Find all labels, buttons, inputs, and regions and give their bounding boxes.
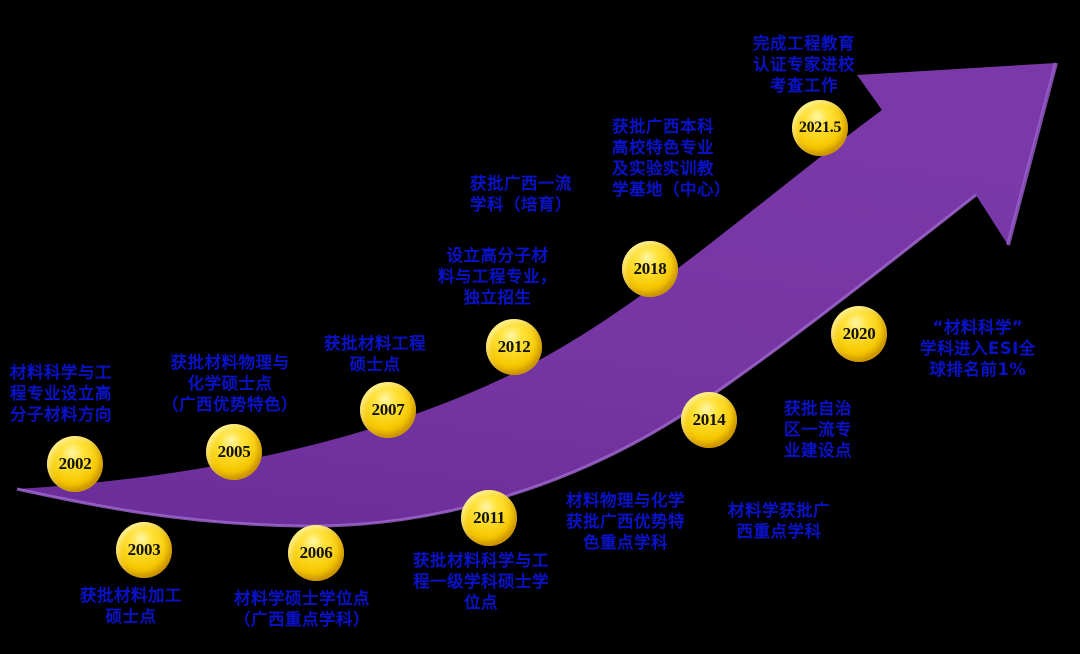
milestone-label-2003: 获批材料加工 硕士点 [80, 586, 182, 626]
year-badge-2005: 2005 [206, 424, 262, 480]
milestone-label-2018: 获批广西一流 学科（培育） [470, 174, 572, 214]
year-text: 2007 [371, 400, 405, 419]
year-text: 2018 [633, 259, 667, 278]
extra-label-guangxi-featured-major: 获批广西本科 高校特色专业 及实验实训教 学基地（中心） [612, 117, 731, 199]
year-badge-2011: 2011 [461, 490, 517, 546]
year-badge-2020: 2020 [831, 306, 887, 362]
year-badge-2007: 2007 [360, 382, 416, 438]
extra-label-materials-physics-chemistry: 材料物理与化学 获批广西优势特 色重点学科 [566, 491, 685, 552]
year-text: 2006 [299, 543, 333, 562]
milestone-label-2006: 材料学硕士学位点 （广西重点学科） [234, 589, 370, 629]
milestone-label-2012: 设立高分子材 料与工程专业， 独立招生 [438, 246, 557, 307]
year-text: 2003 [127, 540, 161, 559]
milestone-label-2014: 获批自治 区一流专 业建设点 [784, 399, 852, 460]
extra-label-materials-science-key-discipline: 材料学获批广 西重点学科 [728, 501, 830, 541]
year-badge-2014: 2014 [681, 392, 737, 448]
year-badge-2018: 2018 [622, 241, 678, 297]
year-text: 2014 [692, 410, 726, 429]
milestone-label-2020: “材料科学” 学科进入ESI全 球排名前1% [920, 318, 1036, 379]
year-badge-2002: 2002 [47, 436, 103, 492]
milestone-label-2002: 材料科学与工 程专业设立高 分子材料方向 [10, 363, 112, 424]
year-text: 2020 [842, 324, 876, 343]
year-badge-2021-5: 2021.5 [792, 100, 848, 156]
year-badge-2006: 2006 [288, 525, 344, 581]
milestone-label-2007: 获批材料工程 硕士点 [324, 334, 426, 374]
year-badge-2003: 2003 [116, 522, 172, 578]
year-text: 2021.5 [798, 119, 842, 136]
milestone-label-2005: 获批材料物理与 化学硕士点 （广西优势特色） [162, 353, 298, 414]
milestone-label-2021-5: 完成工程教育 认证专家进校 考查工作 [753, 34, 855, 95]
year-badge-2012: 2012 [486, 319, 542, 375]
year-text: 2005 [217, 442, 251, 461]
year-text: 2011 [473, 508, 505, 527]
milestone-label-2011: 获批材料科学与工 程一级学科硕士学 位点 [413, 551, 549, 612]
year-text: 2002 [58, 454, 92, 473]
year-text: 2012 [497, 337, 531, 356]
